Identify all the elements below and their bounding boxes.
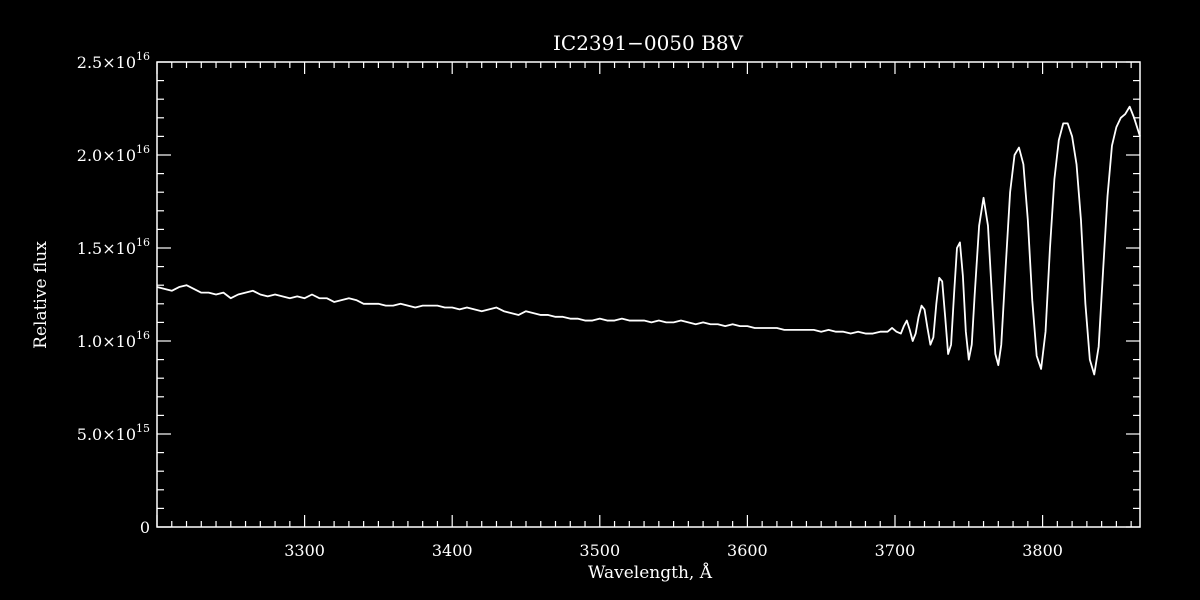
y-tick-label: 5.0×1015 [77, 422, 150, 444]
x-tick-label: 3300 [284, 541, 325, 560]
x-tick-label: 3700 [875, 541, 916, 560]
x-axis-title: Wavelength, Å [588, 562, 713, 583]
y-tick-label: 1.0×1016 [77, 329, 150, 351]
y-tick-label: 2.0×1016 [77, 143, 150, 165]
y-axis-title: Relative flux [31, 241, 51, 349]
chart-title: IC2391−0050 B8V [553, 31, 744, 55]
y-tick-label: 0 [140, 518, 150, 537]
x-tick-label: 3800 [1022, 541, 1063, 560]
x-tick-label: 3500 [579, 541, 620, 560]
series-line-0 [156, 105, 1141, 376]
y-tick-labels: 0 5.0×1015 1.0×1016 1.5×1016 2.0×1016 2.5×101… [77, 50, 150, 537]
x-tick-label: 3400 [432, 541, 473, 560]
x-tick-label: 3600 [727, 541, 768, 560]
y-tick-label: 2.5×1016 [77, 50, 150, 72]
x-tick-labels: 3300 3400 3500 3600 3700 3800 [284, 541, 1063, 560]
series-layer [156, 105, 1141, 376]
tick-layer [156, 61, 1140, 528]
plot-frame [156, 61, 1141, 528]
y-tick-label: 1.5×1016 [77, 236, 150, 258]
